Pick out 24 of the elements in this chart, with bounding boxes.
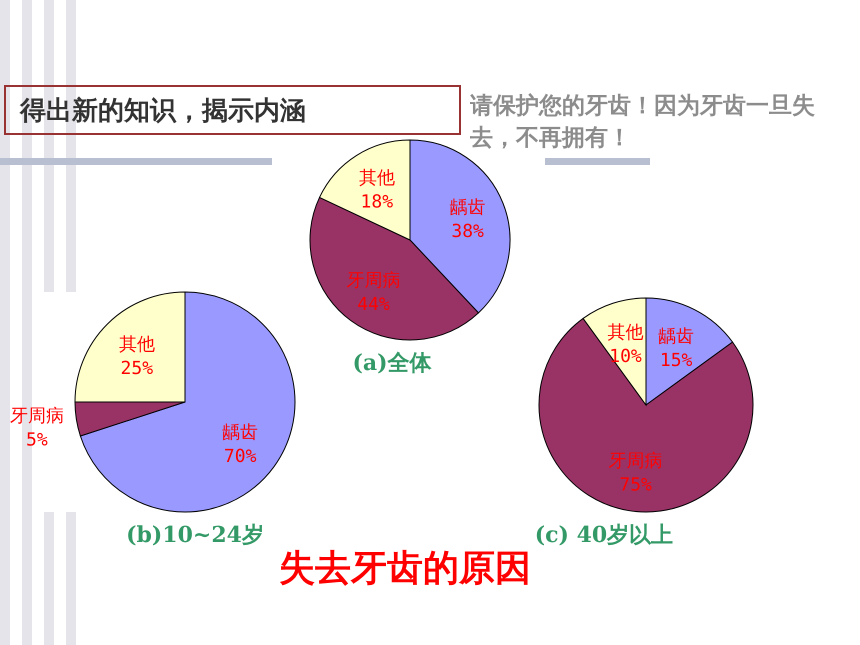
slice-label: 其他: [358, 168, 395, 189]
data-label: 10%: [609, 346, 642, 367]
text: 失去牙齿的原因: [279, 548, 531, 589]
data-label: 15%: [660, 350, 693, 371]
slice-label: 其他: [118, 334, 155, 355]
data-label: 5%: [26, 429, 48, 450]
text: (c) 40岁以上: [534, 522, 674, 548]
slice-label: 其他: [608, 322, 644, 343]
text: (b)10~24岁: [126, 522, 264, 548]
data-label: 38%: [451, 221, 484, 242]
data-label: 44%: [357, 294, 390, 316]
data-label: 70%: [224, 446, 257, 468]
text: (a)全体: [352, 350, 433, 376]
data-label: 18%: [360, 192, 394, 213]
slice-label: 牙周病: [346, 270, 401, 292]
slice-label: 龋齿: [450, 197, 486, 218]
slice-label: 牙周病: [608, 450, 663, 472]
slice-label: 牙周病: [10, 405, 64, 426]
slice-label: 龋齿: [222, 422, 258, 444]
text: 得出新的知识，揭示内涵: [19, 96, 306, 126]
data-label: 25%: [120, 358, 154, 379]
data-label: 75%: [619, 474, 652, 496]
slice-label: 龋齿: [658, 326, 694, 347]
text: 请保护您的牙齿！因为牙齿一旦失去，不再拥有！: [470, 92, 816, 153]
